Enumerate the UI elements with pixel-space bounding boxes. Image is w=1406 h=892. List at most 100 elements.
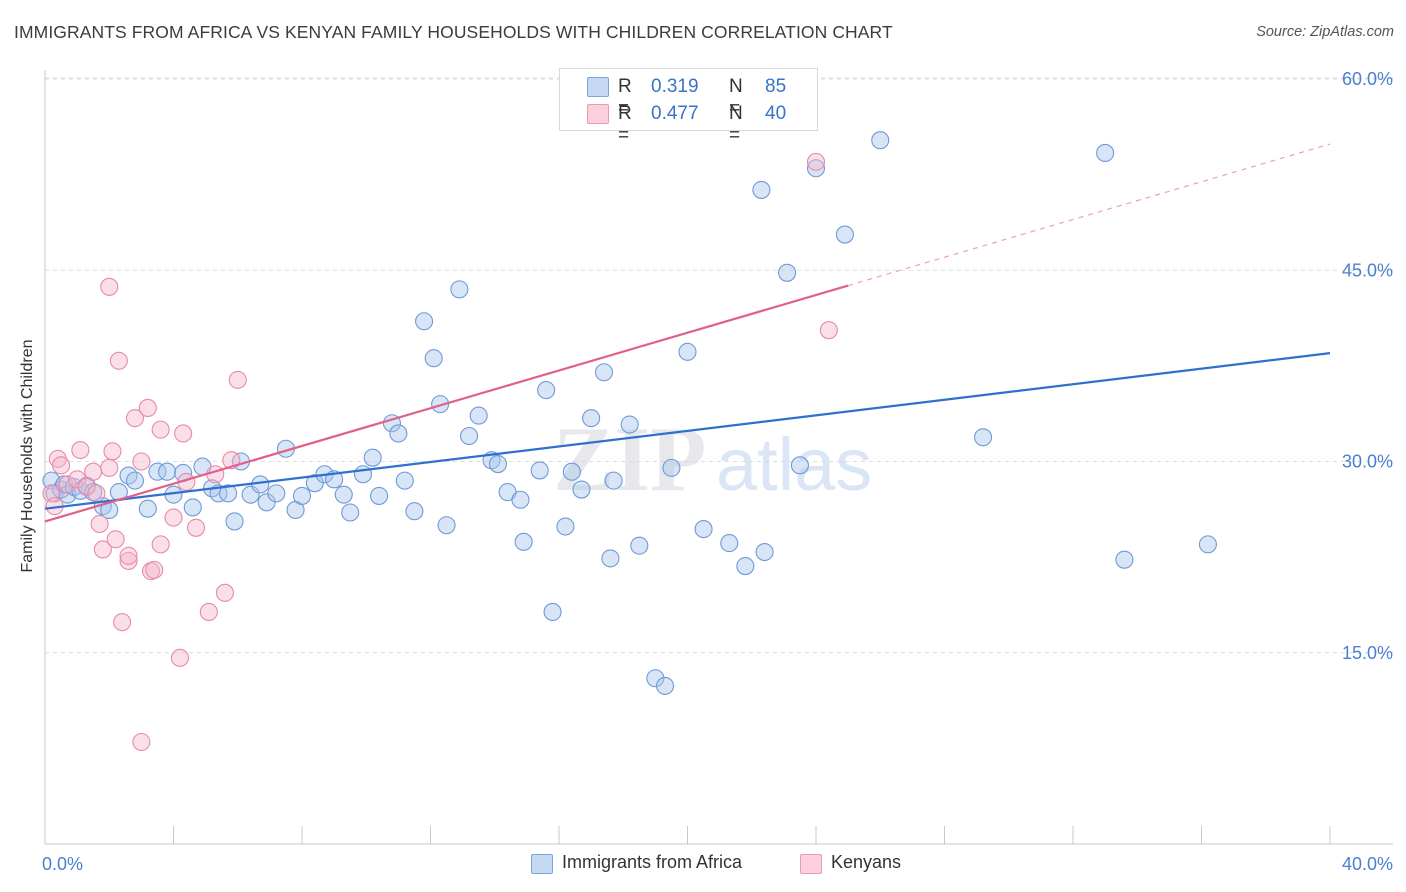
data-point-africa <box>437 516 456 535</box>
data-point-kenyans <box>125 409 144 428</box>
data-point-africa <box>415 312 434 331</box>
data-point-kenyans <box>151 535 170 554</box>
data-point-africa <box>334 485 353 504</box>
data-point-kenyans <box>164 508 183 527</box>
data-point-africa <box>806 159 826 178</box>
data-point-kenyans <box>186 518 206 537</box>
data-point-africa <box>678 342 697 361</box>
data-point-africa <box>138 499 157 518</box>
data-point-kenyans <box>93 540 112 559</box>
stats-legend: R = 0.319 N = 85 R = 0.477 N = 40 <box>559 68 818 146</box>
r-value: 0.477 <box>651 103 699 124</box>
series-immigrants-from-africa <box>42 131 1217 695</box>
data-point-africa <box>530 461 549 480</box>
data-point-kenyans <box>119 546 138 565</box>
data-point-africa <box>646 669 665 688</box>
n-value: 40 <box>765 103 787 124</box>
data-point-kenyans <box>145 560 164 579</box>
data-point-africa <box>251 475 270 494</box>
data-point-africa <box>594 363 614 382</box>
data-point-africa <box>292 486 312 505</box>
x-tick-label: 0.0% <box>42 854 83 874</box>
trend-lines <box>44 143 1331 523</box>
data-point-africa <box>620 415 639 434</box>
data-point-kenyans <box>174 424 193 443</box>
y-tick-label: 30.0% <box>1342 452 1393 472</box>
data-point-kenyans <box>228 370 247 389</box>
data-point-africa <box>158 462 177 481</box>
data-point-africa <box>514 532 533 551</box>
data-point-africa <box>556 517 575 536</box>
data-point-africa <box>755 542 774 562</box>
n-label: N = <box>729 103 743 146</box>
trend-line-africa <box>44 352 1331 510</box>
axes <box>44 70 1393 845</box>
data-point-africa <box>341 503 360 522</box>
data-point-africa <box>601 549 620 568</box>
series-kenyans <box>42 152 838 752</box>
data-point-africa <box>370 486 389 505</box>
data-point-kenyans <box>100 277 119 296</box>
data-point-kenyans <box>113 613 132 632</box>
chart-title: IMMIGRANTS FROM AFRICA VS KENYAN FAMILY … <box>14 22 893 42</box>
data-point-africa <box>450 280 469 299</box>
data-point-africa <box>219 484 238 503</box>
legend-swatch-blue <box>587 77 609 97</box>
data-point-africa <box>389 424 408 443</box>
data-point-kenyans <box>77 477 96 497</box>
data-point-africa <box>225 512 244 531</box>
data-point-africa <box>537 381 556 400</box>
data-point-kenyans <box>58 475 77 494</box>
data-point-kenyans <box>84 462 103 481</box>
data-point-africa <box>1096 143 1115 162</box>
tick-labels: 15.0% 30.0% 45.0% 60.0% 0.0% 40.0% <box>42 69 1393 874</box>
data-point-kenyans <box>109 351 128 370</box>
series-legend: Immigrants from Africa Kenyans <box>0 852 1406 878</box>
data-point-kenyans <box>819 321 838 340</box>
data-point-africa <box>543 602 562 622</box>
data-point-kenyans <box>52 456 71 475</box>
data-point-africa <box>488 454 508 474</box>
data-point-africa <box>662 458 681 477</box>
n-label: N = <box>729 76 743 119</box>
data-point-africa <box>835 225 854 244</box>
data-point-kenyans <box>87 484 106 503</box>
r-label: R = <box>618 76 632 119</box>
data-point-africa <box>752 180 771 199</box>
data-point-africa <box>973 428 993 447</box>
data-point-africa <box>148 462 167 481</box>
data-point-africa <box>353 465 373 484</box>
data-point-kenyans <box>90 514 109 534</box>
watermark-atlas: atlas <box>716 423 872 506</box>
watermark-zip: ZIP <box>553 408 706 510</box>
data-point-africa <box>630 536 649 555</box>
data-point-kenyans <box>71 440 90 460</box>
data-point-africa <box>511 490 530 509</box>
data-point-africa <box>424 349 443 368</box>
data-point-africa <box>431 395 450 414</box>
legend-label-africa: Immigrants from Africa <box>562 852 743 872</box>
y-tick-label: 15.0% <box>1342 643 1393 663</box>
legend-swatch-pink <box>800 854 822 874</box>
legend-swatch-blue <box>531 854 553 874</box>
legend-label-kenyans: Kenyans <box>831 852 902 872</box>
watermark: ZIP atlas <box>553 408 872 510</box>
y-tick-label: 45.0% <box>1342 260 1393 280</box>
data-point-africa <box>694 520 713 539</box>
data-point-africa <box>790 456 809 475</box>
r-value: 0.319 <box>651 76 699 97</box>
data-point-africa <box>871 131 890 150</box>
x-tick-label: 40.0% <box>1342 854 1393 874</box>
data-point-kenyans <box>100 458 119 477</box>
data-point-kenyans <box>119 551 138 571</box>
data-point-africa <box>655 676 675 695</box>
data-point-africa <box>736 556 755 576</box>
data-point-africa <box>395 471 414 490</box>
data-point-africa <box>1115 550 1134 569</box>
data-point-africa <box>604 471 623 490</box>
data-point-kenyans <box>132 732 151 752</box>
y-tick-label: 60.0% <box>1342 69 1393 89</box>
data-point-africa <box>125 471 144 490</box>
legend-swatch-pink <box>587 104 609 124</box>
